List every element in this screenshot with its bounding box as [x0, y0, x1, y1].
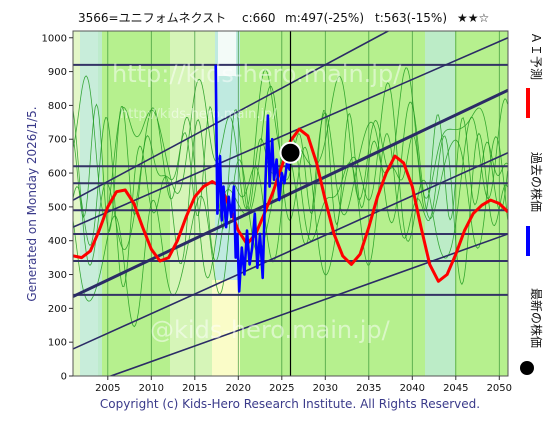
legend-latest-swatch — [520, 361, 534, 375]
x-tick-label-2015: 2015 — [182, 383, 207, 394]
y-tick-label-500: 500 — [48, 202, 67, 213]
legend-forecast: ＡＩ予測 — [526, 32, 543, 118]
watermark-bottom: @kids-hero.main.jp/ — [150, 316, 391, 344]
y-tick-label-700: 700 — [48, 135, 67, 146]
mid-price: m:497(-25%) — [285, 11, 364, 25]
series-past-price — [214, 64, 292, 293]
rating-stars: ★★☆ — [457, 11, 489, 25]
y-axis-ticks: 0 100 200 300 400 500 600 700 800 900 1000 — [42, 33, 73, 383]
latest-price-marker — [279, 141, 302, 164]
y-tick-label-100: 100 — [48, 338, 67, 349]
x-tick-label-2020: 2020 — [226, 383, 251, 394]
x-tick-label-2030: 2030 — [313, 383, 338, 394]
watermarks: http://kids-hero.main.jp/ http://kids-he… — [112, 60, 402, 344]
generated-date: Generated on Monday 2026/1/5. — [25, 106, 39, 301]
x-tick-label-2045: 2045 — [443, 383, 468, 394]
y-tick-label-1000: 1000 — [42, 33, 67, 44]
watermark-mid: http://kids-hero.main.jp/ — [120, 107, 277, 122]
legend-forecast-label: ＡＩ予測 — [529, 32, 543, 80]
x-tick-label-2050: 2050 — [487, 383, 512, 394]
y-tick-label-300: 300 — [48, 270, 67, 281]
chart-title: 3566=ユニフォムネクスト — [78, 11, 226, 25]
copyright-footer: Copyright (c) Kids-Hero Research Institu… — [100, 397, 480, 411]
x-tick-label-2025: 2025 — [269, 383, 294, 394]
y-tick-label-200: 200 — [48, 304, 67, 315]
legend-past: 過去の株価 — [526, 152, 544, 256]
y-tick-label-900: 900 — [48, 67, 67, 78]
x-tick-label-2010: 2010 — [139, 383, 164, 394]
legend-latest: 最新の株価 — [520, 288, 544, 375]
watermark-top: http://kids-hero.main.jp/ — [112, 60, 402, 88]
legend-latest-label: 最新の株価 — [529, 288, 544, 348]
x-tick-label-2040: 2040 — [400, 383, 425, 394]
y-tick-label-400: 400 — [48, 236, 67, 247]
current-price: c:660 — [242, 11, 276, 25]
x-axis-ticks: 2005 2010 2015 2020 2025 2030 2035 2040 2045 2050 — [95, 376, 512, 394]
plot-frame — [72, 30, 509, 377]
y-tick-label-0: 0 — [61, 372, 67, 383]
y-tick-label-800: 800 — [48, 101, 67, 112]
legend-past-label: 過去の株価 — [529, 152, 544, 212]
x-tick-label-2005: 2005 — [95, 383, 120, 394]
x-tick-label-2035: 2035 — [356, 383, 381, 394]
y-tick-label-600: 600 — [48, 169, 67, 180]
target-price: t:563(-15%) — [375, 11, 447, 25]
legend: ＡＩ予測 過去の株価 最新の株価 — [520, 32, 544, 375]
band-cyan-right — [425, 31, 455, 376]
band-yellow-mid — [212, 280, 240, 376]
